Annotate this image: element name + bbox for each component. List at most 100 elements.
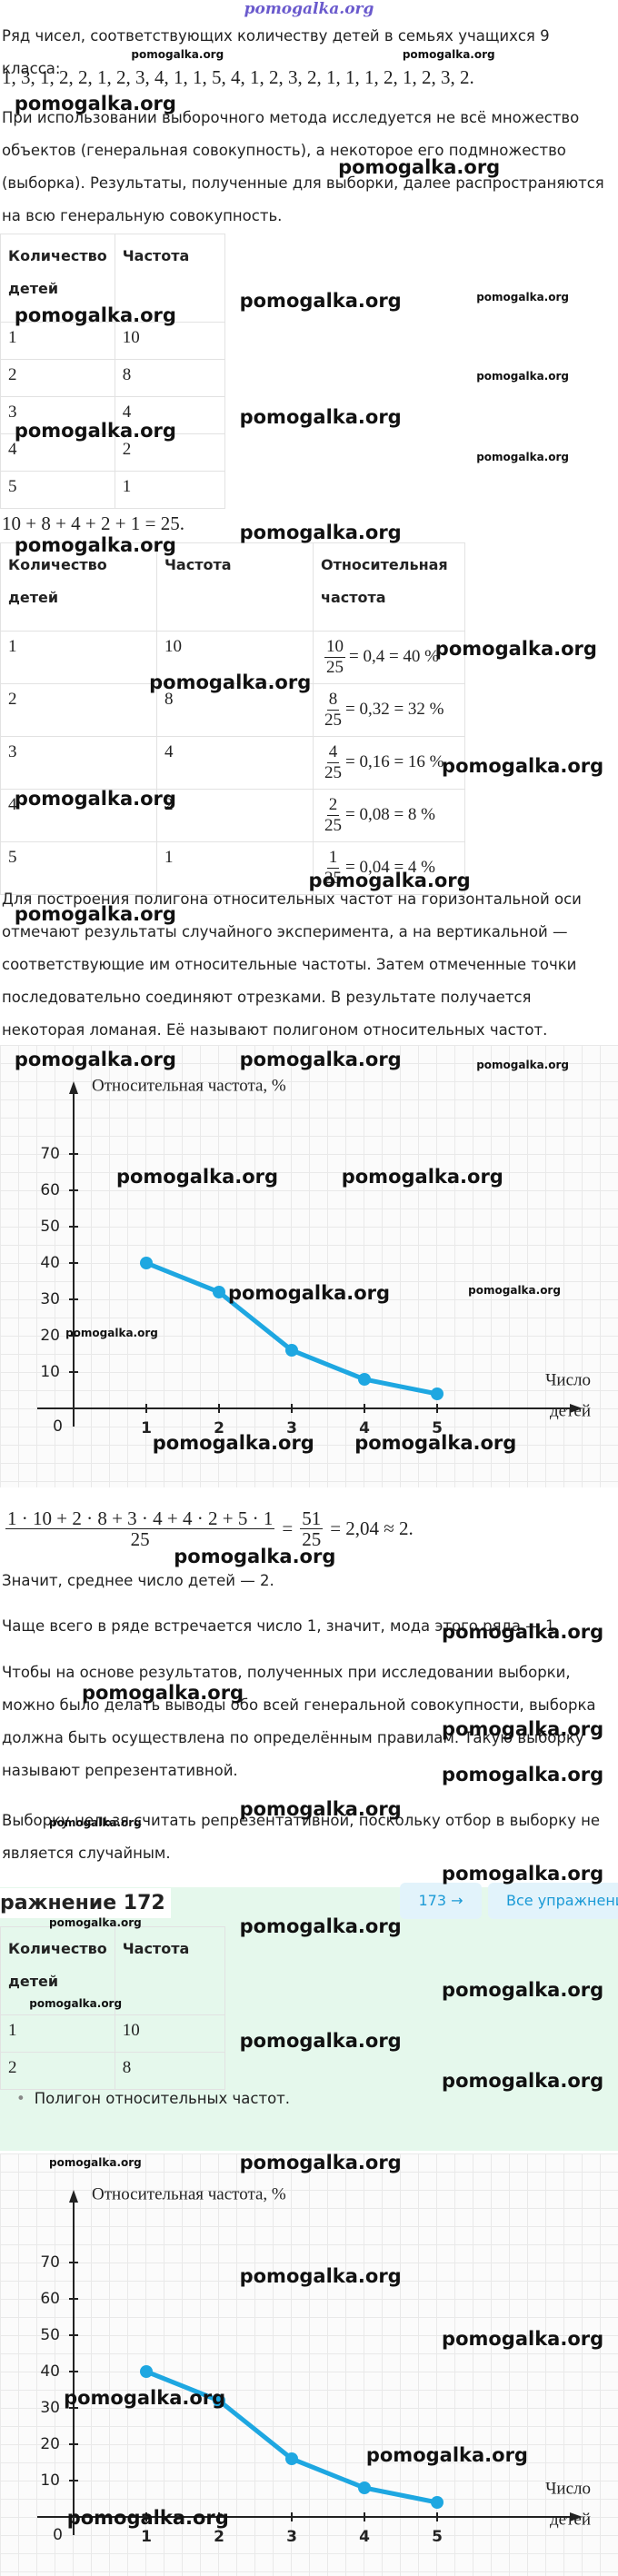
watermark: pomogalka.org — [14, 1049, 176, 1071]
denominator: 25 — [130, 1528, 150, 1550]
cell: 4 25 = 0,16 = 16 % — [313, 736, 465, 790]
y-arrow — [69, 1081, 78, 1094]
x-tick-label: 4 — [359, 2528, 370, 2546]
cell: 1 — [114, 471, 225, 509]
point — [213, 2394, 225, 2407]
watermark: pomogalka.org — [49, 1815, 142, 1829]
watermark: pomogalka.org — [341, 1165, 503, 1188]
x-arrow — [570, 2512, 583, 2521]
result: = 0,04 = 4 % — [345, 857, 436, 877]
y-arrow — [69, 2190, 78, 2203]
denominator: 25 — [324, 711, 342, 730]
header-cell: Частота — [156, 542, 314, 632]
header-cell: Относительная частота — [313, 542, 465, 632]
cell: 4 — [0, 433, 115, 472]
paragraph: Выборку нельзя считать репрезентативной,… — [2, 1812, 601, 1862]
watermark: pomogalka.org — [227, 1282, 391, 1305]
y-tick-label: 10 — [40, 1363, 60, 1381]
row: 5 1 1 25 = 0,04 = 4 % — [0, 841, 465, 895]
logo[interactable]: pomogalka.org — [244, 0, 374, 18]
watermark: pomogalka.org — [239, 2264, 402, 2287]
watermark: pomogalka.org — [239, 1049, 402, 1071]
y-tick-label: 40 — [40, 1254, 60, 1272]
x-axis-label: Число — [545, 1370, 591, 1389]
watermark: pomogalka.org — [131, 47, 224, 61]
point — [140, 2365, 153, 2378]
watermark: pomogalka.org — [239, 2030, 402, 2053]
y-axis-label: Относительная частота, % — [92, 2184, 286, 2203]
x-tick-label: 5 — [432, 2528, 443, 2546]
x-tick-label: 3 — [286, 1419, 297, 1437]
chart-area: Относительная частота, % Число детей 0 10 20 3… — [0, 1045, 618, 1487]
x-tick-label: 2 — [214, 2528, 224, 2546]
row: 1 10 10 25 = 0,4 = 40 % — [0, 631, 465, 684]
watermark: pomogalka.org — [354, 1431, 517, 1454]
watermark: pomogalka.org — [442, 2069, 604, 2092]
cell: 2 — [114, 433, 225, 472]
watermark: pomogalka.org — [365, 2443, 528, 2466]
header-cell: Количество детей — [0, 542, 157, 632]
x-tick-label: 5 — [432, 1419, 443, 1437]
cell: 10 — [156, 631, 314, 684]
cell: 10 25 = 0,4 = 40 % — [313, 631, 465, 684]
row: 3 4 4 25 = 0,16 = 16 % — [0, 736, 465, 790]
fraction: 10 25 — [324, 637, 345, 678]
cell: 4 — [156, 736, 314, 790]
fraction: 1 · 10 + 2 · 8 + 3 · 4 + 4 · 2 + 5 · 1 25 — [5, 1507, 275, 1550]
point — [140, 1257, 153, 1269]
y-axis-label: Относительная частота, % — [92, 1076, 286, 1095]
paragraph: При использовании выборочного метода исс… — [2, 109, 604, 224]
cell: 2 — [0, 2052, 115, 2090]
watermark: pomogalka.org — [442, 1620, 604, 1643]
cell: 3 — [0, 736, 157, 790]
y-tick-label: 30 — [40, 1290, 60, 1308]
watermark: pomogalka.org — [14, 419, 176, 442]
numerator: 1 · 10 + 2 · 8 + 3 · 4 + 4 · 2 + 5 · 1 — [5, 1507, 275, 1529]
watermark: pomogalka.org — [239, 1915, 402, 1937]
denominator: 25 — [302, 1528, 322, 1550]
result: = 0,08 = 8 % — [345, 804, 436, 824]
cell: 4 — [114, 396, 225, 434]
fraction: 4 25 — [324, 742, 342, 783]
watermark: pomogalka.org — [49, 2156, 142, 2169]
numerator: 4 — [326, 742, 340, 763]
watermark: pomogalka.org — [14, 304, 176, 327]
x-tick-label: 3 — [286, 2528, 297, 2546]
point — [431, 1387, 444, 1400]
watermark: pomogalka.org — [14, 534, 176, 557]
sum: 10 + 8 + 4 + 2 + 1 = 25. — [2, 512, 184, 534]
fraction: 1 25 — [324, 848, 342, 889]
watermark: pomogalka.org — [476, 291, 569, 304]
numerator: 51 — [300, 1507, 324, 1529]
watermark: pomogalka.org — [476, 1058, 569, 1071]
watermark: pomogalka.org — [239, 521, 402, 543]
all-button[interactable]: Все упражнени — [488, 1883, 618, 1919]
chart: Относительная частота, % Число детей 0 10 20 3… — [37, 1076, 591, 1437]
denominator: 25 — [324, 816, 342, 835]
intro: Ряд чисел, соответствующих количеству де… — [2, 27, 550, 77]
y-tick-label: 30 — [40, 2399, 60, 2417]
cell: 2 — [156, 789, 314, 842]
fraction: 2 25 — [324, 795, 342, 836]
y-tick-label: 40 — [40, 2362, 60, 2381]
fraction: 8 25 — [324, 690, 342, 731]
point — [431, 2496, 444, 2509]
y-tick-label: 70 — [40, 1145, 60, 1163]
y-tick-label: 20 — [40, 2435, 60, 2453]
next-button[interactable]: 173 → — [400, 1883, 482, 1919]
cell: 1 — [0, 631, 157, 684]
row: 4 2 2 25 = 0,08 = 8 % — [0, 789, 465, 842]
x-arrow — [570, 1404, 583, 1413]
x-axis-label: детей — [550, 1401, 591, 1420]
cell: 8 25 = 0,32 = 32 % — [313, 683, 465, 737]
denominator: 25 — [324, 763, 342, 782]
x-axis-label: детей — [550, 2510, 591, 2529]
bullet-item: • Полигон относительных частот. — [16, 2090, 290, 2107]
cell: 5 — [0, 841, 157, 895]
result: = 0,16 = 16 % — [345, 751, 444, 771]
point — [358, 1373, 371, 1386]
paragraph: Значит, среднее число детей — 2. — [2, 1572, 274, 1589]
watermark: pomogalka.org — [65, 1326, 158, 1339]
y-tick-label: 50 — [40, 2326, 60, 2344]
